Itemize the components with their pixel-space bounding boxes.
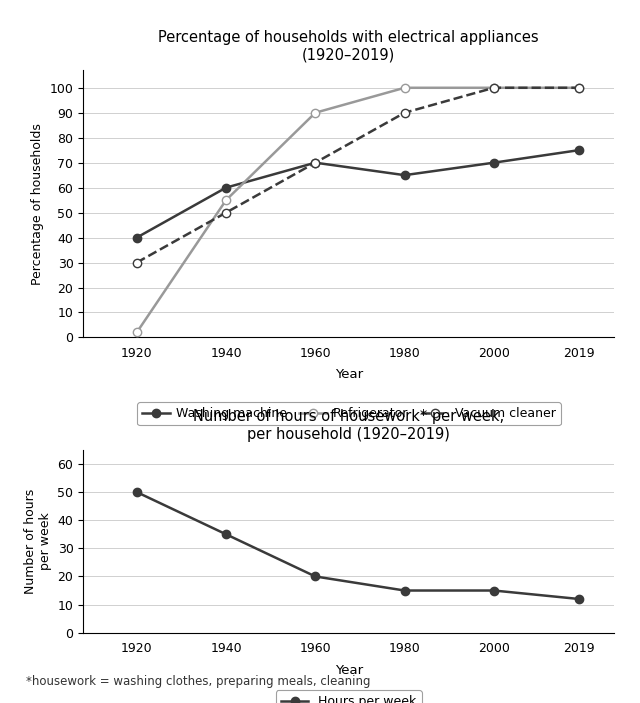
Legend: Hours per week: Hours per week [276,690,422,703]
Y-axis label: Number of hours
per week: Number of hours per week [24,489,52,594]
Y-axis label: Percentage of households: Percentage of households [31,123,44,285]
Title: Number of hours of housework* per week,
per household (1920–2019): Number of hours of housework* per week, … [193,409,504,441]
X-axis label: Year: Year [335,368,363,382]
X-axis label: Year: Year [335,664,363,677]
Text: *housework = washing clothes, preparing meals, cleaning: *housework = washing clothes, preparing … [26,675,370,688]
Legend: Washing machine, Refrigerator, Vacuum cleaner: Washing machine, Refrigerator, Vacuum cl… [137,402,561,425]
Title: Percentage of households with electrical appliances
(1920–2019): Percentage of households with electrical… [159,30,539,62]
